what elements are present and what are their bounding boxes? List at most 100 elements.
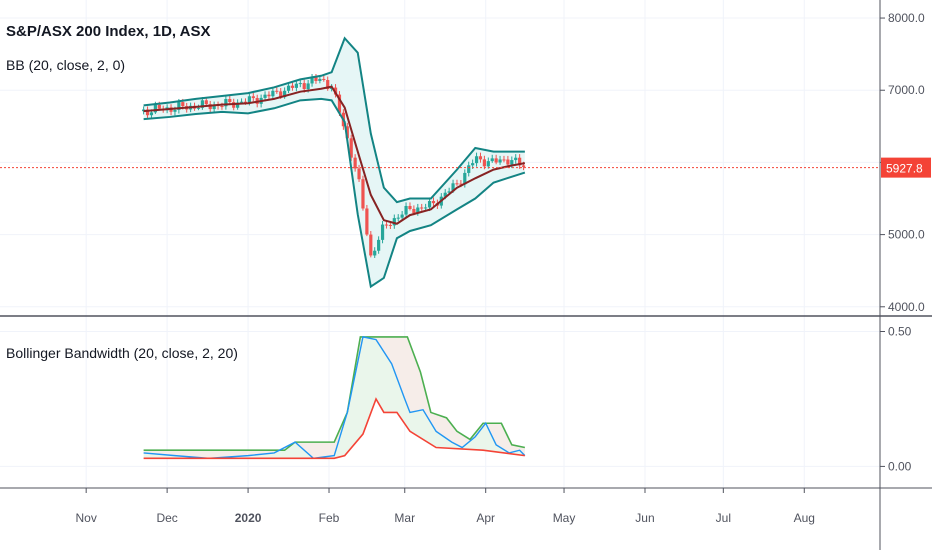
candle-body [271, 90, 275, 97]
bollinger-upper-line [143, 36, 525, 204]
candle-body [294, 83, 298, 88]
candle-body [243, 101, 248, 103]
candle-body [455, 183, 459, 185]
lowest-contraction-line [143, 397, 525, 460]
price-tick-label: 4000.0 [888, 300, 925, 314]
candle-body [228, 99, 232, 103]
x-tick-label: Feb [319, 511, 340, 525]
candle-body [459, 183, 463, 185]
bandwidth-legend: Bollinger Bandwidth (20, close, 2, 20) [6, 345, 238, 361]
x-tick-label: Apr [476, 511, 495, 525]
candle-body [400, 214, 404, 218]
bandwidth-tick-label: 0.50 [888, 324, 912, 338]
bandwidth-tick-label: 0.00 [888, 459, 912, 473]
candle-body [279, 91, 283, 98]
x-tick-label: Jun [635, 511, 654, 525]
candle-body [200, 100, 204, 108]
candle-body [506, 159, 510, 165]
candle-body [467, 165, 471, 173]
candle-body [431, 201, 436, 204]
chart-title: S&P/ASX 200 Index, 1D, ASX [6, 23, 211, 40]
candle-body [251, 96, 255, 99]
candle-body [236, 102, 240, 108]
candle-body [392, 218, 396, 226]
price-tick-label: 7000.0 [888, 83, 925, 97]
candle-body [451, 183, 455, 192]
candle-body [302, 83, 306, 90]
x-tick-label: Mar [394, 511, 415, 525]
candle-body [173, 109, 177, 112]
candle-body [212, 104, 216, 110]
candle-body [396, 217, 400, 219]
candle-body [510, 160, 514, 165]
candle-body [290, 85, 295, 88]
candle-body [267, 94, 271, 97]
bollinger-lower-line [143, 97, 526, 289]
candle-body [443, 192, 447, 197]
candle-body [353, 157, 357, 169]
candle-body [380, 224, 385, 240]
candle-body [384, 224, 389, 226]
last-price-label: 5927.8 [886, 162, 923, 176]
candle-body [286, 85, 291, 91]
candle-body [345, 126, 349, 139]
candle-body [373, 250, 377, 256]
candle-body [283, 90, 287, 98]
candle-body [220, 106, 224, 108]
price-tick-label: 5000.0 [888, 228, 925, 242]
candle-body [474, 156, 479, 164]
candle-body [404, 205, 408, 215]
highest-expansion-line [143, 336, 526, 452]
candle-body [181, 102, 185, 107]
candle-body [357, 168, 361, 180]
candle-body [490, 158, 494, 162]
bandwidth-series [143, 336, 526, 460]
candle-body [478, 156, 483, 160]
candle-body [275, 90, 279, 92]
candle-body [157, 104, 161, 109]
candle-body [498, 159, 502, 163]
bollinger-band-fill [143, 38, 525, 287]
candle-body [298, 83, 302, 85]
x-tick-label: Nov [76, 511, 97, 525]
bollinger-fill [143, 38, 525, 287]
candle-body [177, 102, 181, 110]
candle-body [247, 96, 251, 103]
price-tick-label: 8000.0 [888, 11, 925, 25]
candle-body [365, 208, 369, 235]
x-tick-label: May [553, 511, 576, 525]
candle-body [514, 157, 518, 161]
candle-body [408, 205, 412, 209]
candle-body [349, 138, 353, 158]
x-tick-label: Jul [716, 511, 731, 525]
candle-body [416, 207, 420, 214]
candle-body [494, 158, 498, 163]
candle-body [486, 161, 490, 167]
candle-body [420, 207, 424, 209]
candle-body [224, 99, 228, 107]
candle-body [369, 234, 373, 256]
candle-body [361, 179, 365, 209]
candle-body [153, 104, 157, 113]
x-tick-label: Aug [794, 511, 815, 525]
candle-body [471, 163, 475, 166]
candle-body [318, 78, 322, 81]
candle-body [145, 109, 150, 116]
candle-body [310, 77, 314, 84]
candle-body [263, 94, 267, 98]
candle-body [326, 80, 330, 89]
bollinger-lines [143, 36, 526, 289]
candle-body [322, 78, 326, 81]
candle-body [427, 201, 432, 208]
bollinger-basis-line [143, 85, 526, 225]
candle-body [388, 224, 392, 226]
candle-body [412, 208, 416, 214]
bollinger-legend: BB (20, close, 2, 0) [6, 57, 126, 73]
candle-body [239, 101, 244, 103]
candle-body [482, 159, 486, 167]
candle-body [521, 165, 526, 167]
candle-body [447, 191, 451, 193]
candle-body [196, 107, 201, 109]
